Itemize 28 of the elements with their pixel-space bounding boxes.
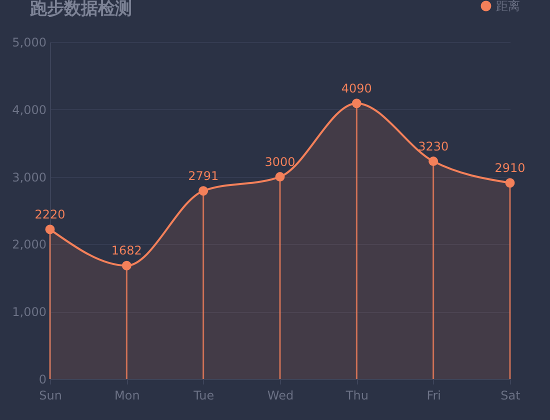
legend-label: 距离 xyxy=(496,0,520,13)
point xyxy=(428,156,438,166)
x-tick-label: Thu xyxy=(344,388,368,402)
point xyxy=(198,186,208,196)
data-label: 3000 xyxy=(264,154,296,169)
point xyxy=(352,98,362,108)
data-label: 3230 xyxy=(418,139,449,154)
data-label: 2910 xyxy=(494,160,526,175)
point xyxy=(275,172,285,182)
x-tick-label: Tue xyxy=(192,388,214,402)
point xyxy=(45,224,55,234)
x-tick-label: Sun xyxy=(39,388,62,402)
x-tick-label: Mon xyxy=(114,388,140,402)
y-tick-label: 1,000 xyxy=(12,305,46,320)
y-tick-label: 2,000 xyxy=(12,238,46,252)
data-label: 4090 xyxy=(341,81,372,96)
y-tick-label: 5,000 xyxy=(12,36,46,50)
y-tick-label: 3,000 xyxy=(12,170,46,184)
data-label: 2791 xyxy=(188,168,219,183)
point xyxy=(122,260,132,270)
data-label: 1682 xyxy=(111,244,142,258)
chart-title: 跑步数据检测 xyxy=(29,0,132,19)
y-tick-label: 0 xyxy=(38,372,46,386)
x-tick-label: Sat xyxy=(500,388,521,402)
x-tick-label: Fri xyxy=(426,388,441,402)
data-label: 2220 xyxy=(34,207,66,222)
x-tick-label: Wed xyxy=(267,388,294,402)
y-tick-label: 4,000 xyxy=(12,102,46,117)
